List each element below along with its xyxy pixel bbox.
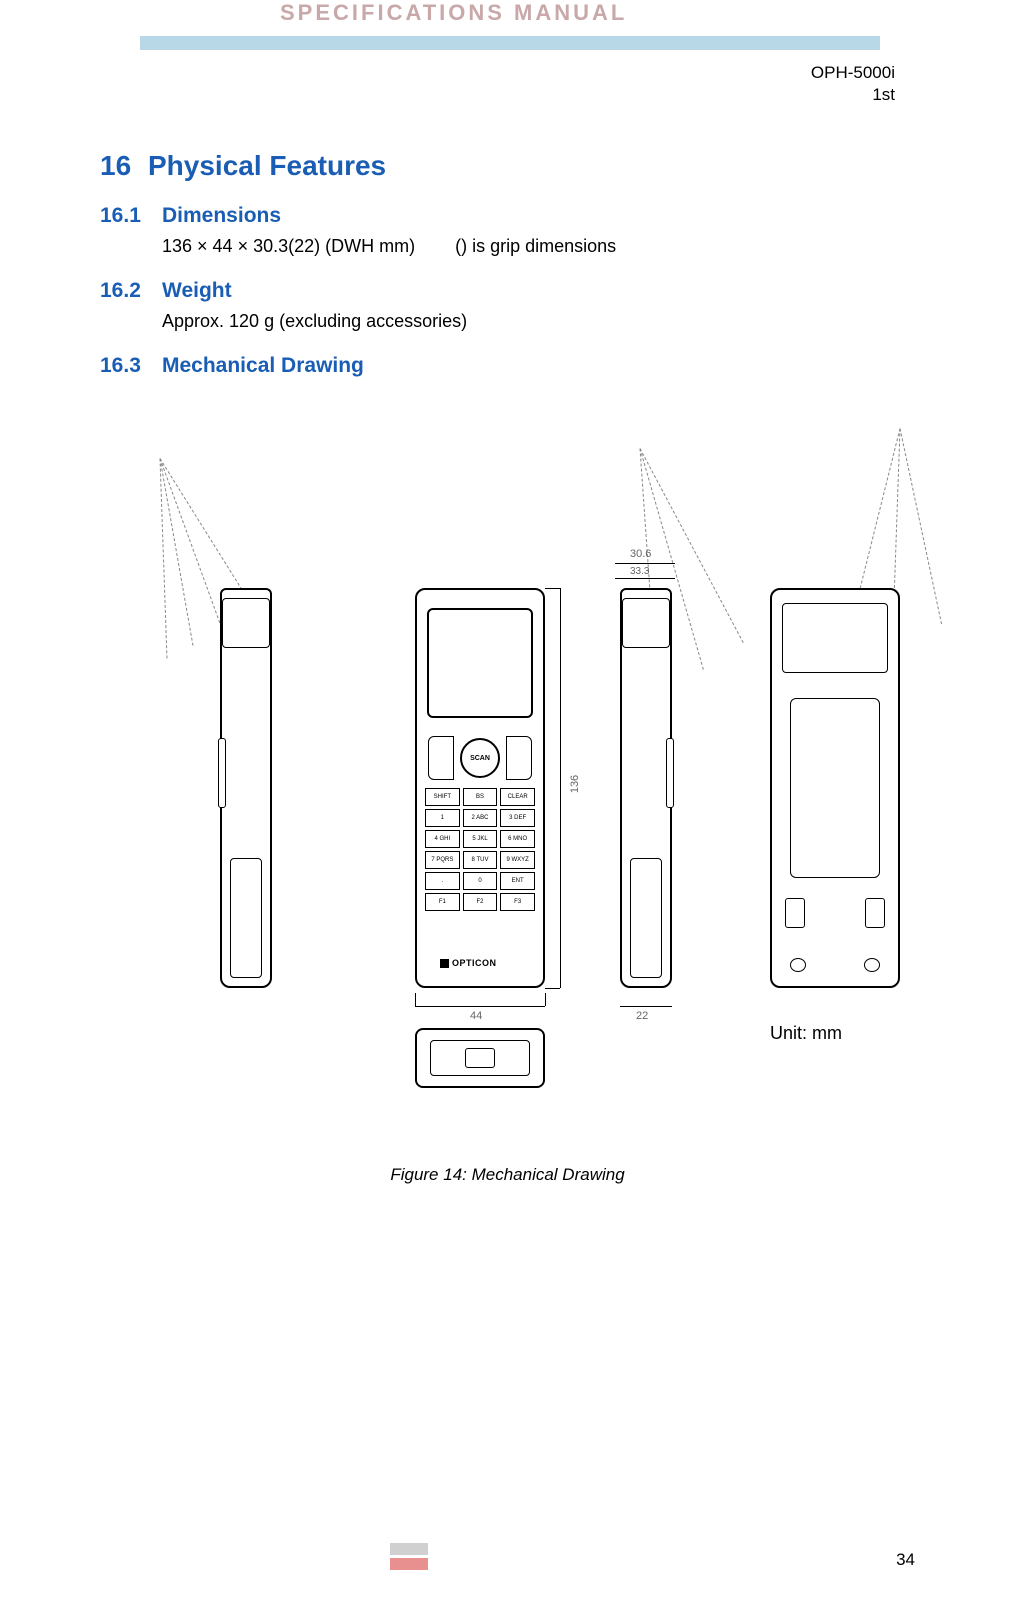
subsection-drawing-heading: 16.3Mechanical Drawing [100, 354, 900, 378]
key: 7 PQRS [425, 851, 460, 869]
section-title: Physical Features [148, 150, 386, 181]
page-content: 16Physical Features 16.1Dimensions 136 ×… [100, 150, 900, 1118]
side-button [218, 738, 226, 808]
key: 5 JKL [463, 830, 498, 848]
dimension-line [615, 578, 675, 579]
model-label: OPH-5000i [811, 62, 895, 84]
mechanical-drawing: SCAN SHIFTBSCLEAR 12 ABC3 DEF 4 GHI5 JKL… [130, 398, 930, 1118]
side-detail [622, 598, 670, 648]
side-grip [630, 858, 662, 978]
key: F2 [463, 893, 498, 911]
back-scanner-window [782, 603, 888, 673]
key: SHIFT [425, 788, 460, 806]
device-screen [427, 608, 533, 718]
nav-left-button [428, 736, 454, 780]
key: F3 [500, 893, 535, 911]
key: ENT [500, 872, 535, 890]
dimension-line [620, 1006, 672, 1007]
dimensions-value: 136 × 44 × 30.3(22) (DWH mm) [162, 236, 415, 256]
footer-decoration [390, 1543, 428, 1555]
unit-label: Unit: mm [770, 1023, 842, 1044]
footer-decoration [390, 1558, 428, 1570]
brand-label: OPTICON [440, 958, 497, 968]
dimension-depth: 22 [636, 1010, 648, 1022]
subsection-weight-heading: 16.2Weight [100, 279, 900, 303]
key: 1 [425, 809, 460, 827]
key: F1 [425, 893, 460, 911]
subsection-number: 16.2 [100, 279, 162, 303]
dimension-line [545, 993, 546, 1006]
key: 8 TUV [463, 851, 498, 869]
figure-caption: Figure 14: Mechanical Drawing [0, 1165, 1015, 1185]
dimensions-note: () is grip dimensions [455, 236, 616, 256]
device-keypad: SHIFTBSCLEAR 12 ABC3 DEF 4 GHI5 JKL6 MNO… [425, 788, 535, 914]
weight-text: Approx. 120 g (excluding accessories) [162, 311, 900, 332]
dimension-height: 136 [569, 775, 581, 793]
subsection-number: 16.1 [100, 204, 162, 228]
back-slot [785, 898, 805, 928]
dimension-top-b: 33.3 [630, 566, 649, 577]
page-header: OPH-5000i 1st [811, 62, 895, 106]
dimension-top-a: 30.6 [630, 548, 651, 560]
subsection-title: Dimensions [162, 204, 281, 227]
side-detail [222, 598, 270, 648]
subsection-number: 16.3 [100, 354, 162, 378]
subsection-title: Mechanical Drawing [162, 354, 364, 377]
dimensions-text: 136 × 44 × 30.3(22) (DWH mm) () is grip d… [162, 236, 900, 257]
dimension-width: 44 [470, 1010, 482, 1022]
key: 4 GHI [425, 830, 460, 848]
subsection-dimensions-heading: 16.1Dimensions [100, 204, 900, 228]
dimension-line [415, 993, 416, 1006]
revision-label: 1st [811, 84, 895, 106]
dimension-line [415, 1006, 545, 1007]
back-battery-cover [790, 698, 880, 878]
key: 0 [463, 872, 498, 890]
side-button [666, 738, 674, 808]
dimension-line [560, 588, 561, 988]
dimension-line [615, 563, 675, 564]
top-window [465, 1048, 495, 1068]
projection-line [900, 428, 943, 624]
side-grip [230, 858, 262, 978]
back-hole [790, 958, 806, 972]
key: 2 ABC [463, 809, 498, 827]
nav-right-button [506, 736, 532, 780]
key: 6 MNO [500, 830, 535, 848]
scan-button: SCAN [460, 738, 500, 778]
dimension-line [545, 988, 560, 989]
key: CLEAR [500, 788, 535, 806]
section-heading: 16Physical Features [100, 150, 900, 182]
key: . [425, 872, 460, 890]
section-number: 16 [100, 150, 148, 182]
back-hole [864, 958, 880, 972]
key: 3 DEF [500, 809, 535, 827]
subsection-title: Weight [162, 279, 232, 302]
key: 9 WXYZ [500, 851, 535, 869]
page-number: 34 [896, 1550, 915, 1570]
back-slot [865, 898, 885, 928]
manual-banner-title: SPECIFICATIONS MANUAL [280, 0, 627, 26]
projection-line [160, 458, 168, 658]
key: BS [463, 788, 498, 806]
manual-banner-bar [140, 36, 880, 50]
dimension-line [545, 588, 560, 589]
